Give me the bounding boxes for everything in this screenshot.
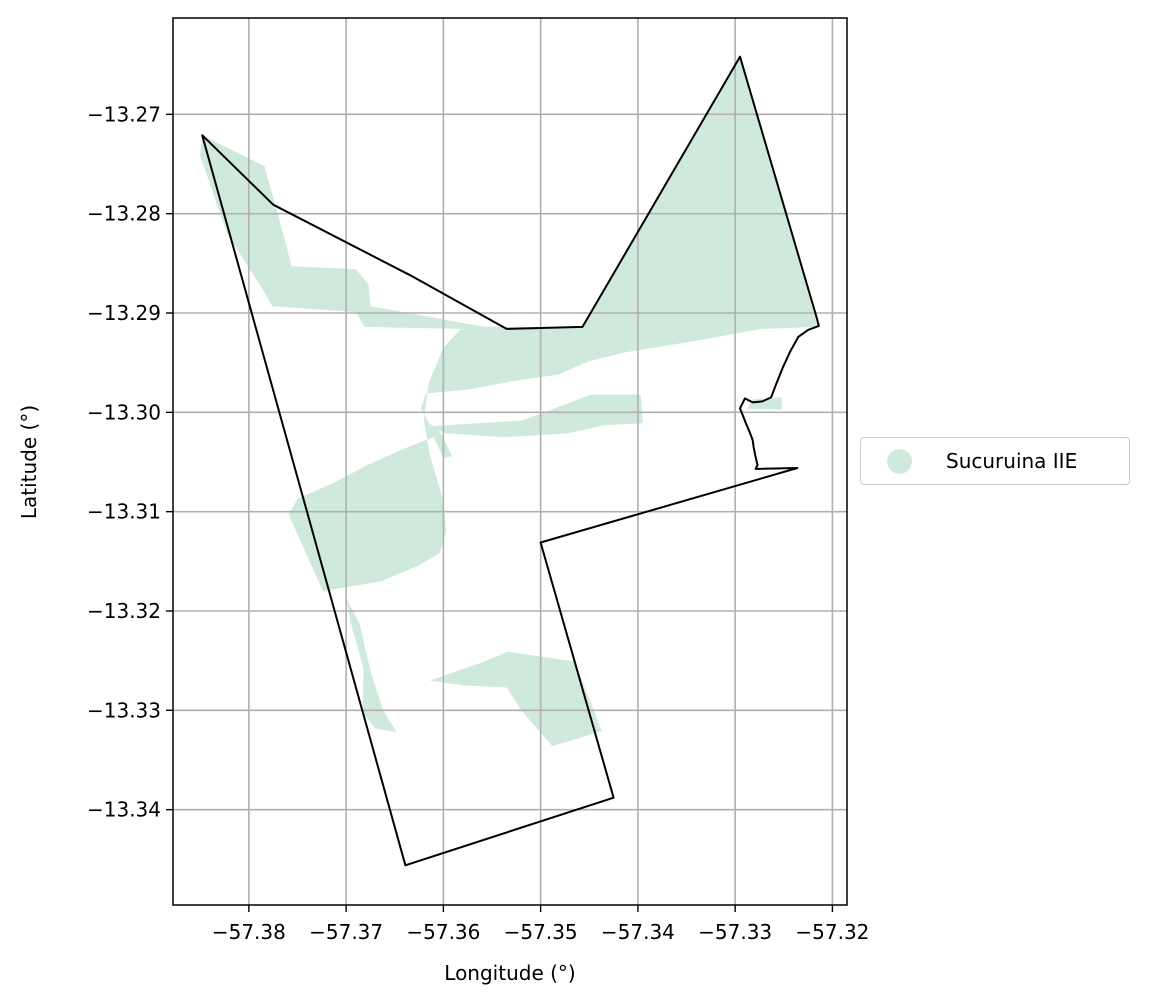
y-tick-label: −13.32 <box>87 599 161 623</box>
x-tick-label: −57.34 <box>601 920 675 944</box>
x-tick-label: −57.35 <box>504 920 578 944</box>
region-patch <box>200 56 818 592</box>
region-patch <box>746 397 782 410</box>
x-tick-label: −57.33 <box>698 920 772 944</box>
x-tick-label: −57.36 <box>406 920 480 944</box>
y-tick-label: −13.33 <box>87 698 161 722</box>
region-patch <box>346 598 397 733</box>
legend-marker <box>887 449 912 474</box>
y-tick-label: −13.34 <box>87 798 161 822</box>
legend: Sucuruina IIE <box>860 437 1130 485</box>
x-axis-title: Longitude (°) <box>444 961 575 985</box>
y-tick-label: −13.28 <box>87 202 161 226</box>
y-tick-label: −13.27 <box>87 102 161 126</box>
x-tick-label: −57.38 <box>212 920 286 944</box>
region-patch <box>429 651 602 747</box>
y-tick-label: −13.30 <box>87 400 161 424</box>
region-layer <box>200 56 818 747</box>
x-axis-ticks: −57.38 −57.37 −57.36 −57.35 −57.34 −57.33 −57.… <box>212 905 869 944</box>
plot-frame <box>172 17 848 906</box>
y-tick-label: −13.29 <box>87 301 161 325</box>
region-patch <box>429 394 643 438</box>
grid-layer <box>173 18 847 905</box>
x-tick-label: −57.32 <box>795 920 869 944</box>
y-axis-title: Latitude (°) <box>17 405 41 519</box>
legend-label: Sucuruina IIE <box>946 449 1078 473</box>
x-tick-label: −57.37 <box>309 920 383 944</box>
y-tick-label: −13.31 <box>87 500 161 524</box>
y-axis-ticks: −13.27 −13.28 −13.29 −13.30 −13.31 −13.32 −13.… <box>87 102 173 822</box>
region-patch <box>429 423 453 458</box>
property-boundary <box>201 55 820 867</box>
